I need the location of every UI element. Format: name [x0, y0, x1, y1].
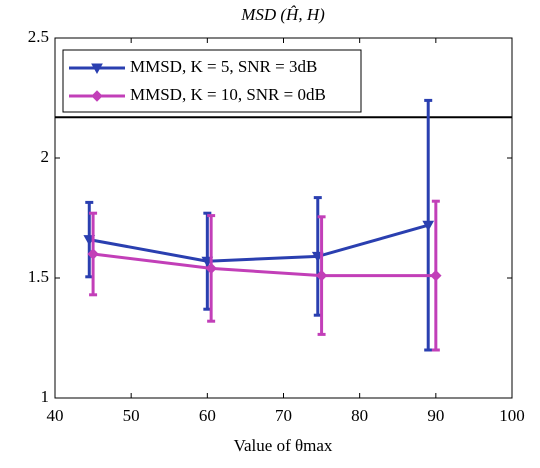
chart-title: MSD (Ĥ, H) [240, 5, 325, 24]
x-tick-label: 80 [351, 406, 368, 425]
legend-label: MMSD, K = 5, SNR = 3dB [130, 57, 317, 76]
x-tick-label: 70 [275, 406, 292, 425]
x-tick-label: 90 [427, 406, 444, 425]
y-tick-label: 1.5 [28, 267, 49, 286]
series-line [89, 223, 429, 263]
data-point [430, 269, 442, 282]
x-tick-label: 100 [499, 406, 525, 425]
legend-box [62, 49, 362, 113]
y-tick-label: 1 [41, 387, 50, 406]
x-tick-label: 40 [47, 406, 64, 425]
data-point [315, 269, 328, 282]
y-tick-label: 2.5 [28, 27, 49, 46]
y-tick-label: 2 [41, 147, 50, 166]
x-tick-label: 50 [123, 406, 140, 425]
series-line [92, 252, 436, 278]
x-axis-label: Value of θmax [234, 436, 333, 455]
x-tick-label: 60 [199, 406, 216, 425]
data-point [422, 220, 435, 232]
legend-marker [91, 63, 103, 75]
legend-marker [91, 90, 103, 102]
data-point [87, 248, 99, 260]
legend-label: MMSD, K = 10, SNR = 0dB [130, 85, 326, 104]
data-point [205, 262, 217, 275]
